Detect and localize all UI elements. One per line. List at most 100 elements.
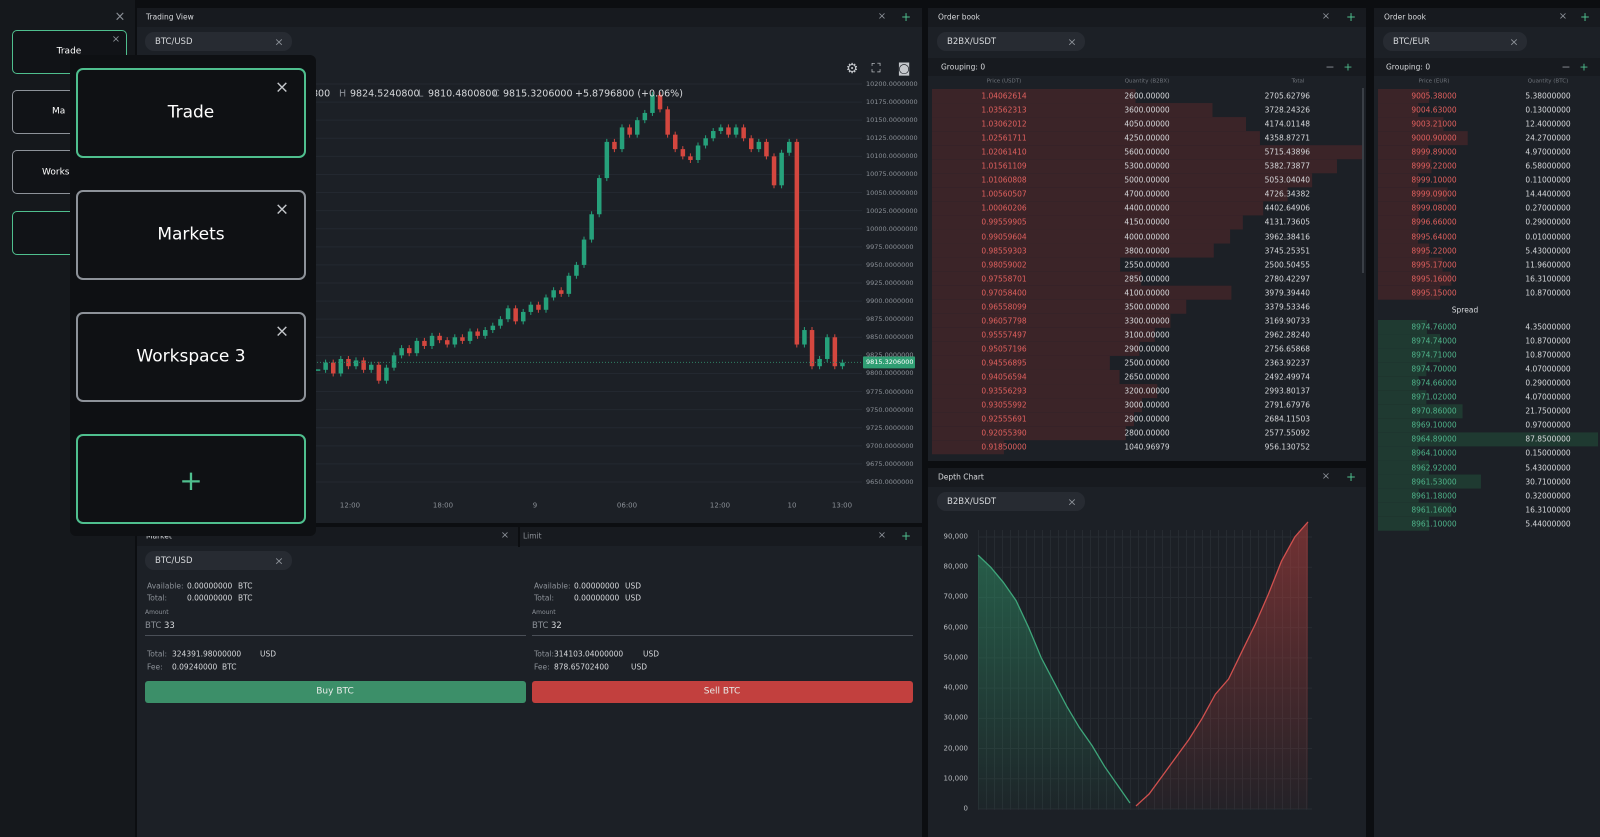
tab-label: BTC/EUR (1393, 36, 1430, 47)
add-icon[interactable]: + (179, 464, 203, 497)
panel-close[interactable]: × (877, 530, 887, 541)
workspace-close[interactable]: × (274, 199, 290, 220)
ask-total: 5053.04040 (1264, 175, 1310, 185)
bid-quantity: 5.43000000 (1525, 462, 1571, 472)
ask-quantity: 5300.00000 (1124, 161, 1170, 171)
y-tick-label: 70,000 (943, 592, 969, 601)
candle (353, 360, 359, 367)
workspace-card[interactable]: Markets × (76, 190, 306, 280)
ask-total: 3169.90733 (1264, 316, 1310, 326)
candle (467, 331, 473, 341)
depth-bar (1378, 334, 1441, 349)
ask-quantity: 2600.00000 (1124, 91, 1170, 101)
tab-label: BTC/USD (155, 36, 193, 47)
candle (840, 362, 845, 367)
workspace-card[interactable]: Trade × (76, 68, 306, 158)
depth-bar (932, 285, 1232, 300)
grouping-minus[interactable]: − (1325, 60, 1335, 74)
ask-price: 0.99559905 (981, 217, 1027, 227)
ask-total: 3979.39440 (1264, 287, 1310, 297)
tab-close[interactable]: × (1509, 35, 1519, 48)
snapshot-icon[interactable]: ◙ (897, 61, 911, 77)
depth-bar (932, 131, 1260, 146)
tab[interactable] (1383, 32, 1527, 51)
panel-add[interactable]: + (900, 10, 912, 24)
ask-price: 8999.22000 (1411, 161, 1457, 171)
label: Amount (532, 609, 556, 616)
tab[interactable] (937, 492, 1085, 511)
tab[interactable] (937, 32, 1085, 51)
depth-bar (932, 173, 1313, 188)
y-tick-label: 9975.0000000 (866, 242, 914, 251)
bids-line (977, 554, 1131, 804)
depth-bar (932, 313, 1171, 328)
tab[interactable] (145, 551, 292, 570)
panel-close[interactable]: × (1321, 11, 1331, 22)
candle (825, 337, 830, 359)
candle (756, 141, 762, 150)
candle (323, 362, 328, 370)
grouping-plus[interactable]: + (1343, 60, 1353, 74)
ask-total: 5715.43896 (1264, 147, 1310, 157)
ask-quantity: 2800.00000 (1124, 428, 1170, 438)
depth-bar (1378, 159, 1432, 174)
panel-close[interactable]: × (500, 530, 510, 541)
depth-bar (1378, 390, 1427, 405)
spread-label: Spread (1451, 305, 1479, 315)
grouping-minus[interactable]: − (1561, 60, 1571, 74)
sell-button-label[interactable]: Sell BTC (703, 686, 741, 697)
tab[interactable] (145, 32, 292, 51)
candle (604, 141, 610, 179)
workspace-close[interactable]: × (111, 34, 121, 45)
tab-close[interactable]: × (1067, 495, 1077, 508)
buy-button[interactable] (145, 681, 526, 703)
panel-close[interactable]: × (1321, 471, 1331, 482)
tab-close[interactable]: × (274, 35, 284, 48)
workspace-card[interactable]: Workspace 3 × (76, 312, 306, 402)
panel-add[interactable]: + (1345, 470, 1357, 484)
depth-bar (932, 341, 1140, 356)
ask-quantity: 4.97000000 (1525, 147, 1571, 157)
depth-bar (1378, 446, 1419, 461)
grouping-plus[interactable]: + (1579, 60, 1589, 74)
settings-icon[interactable]: ⚙ (845, 61, 859, 77)
panel-close[interactable]: × (1558, 11, 1568, 22)
bid-price: 8974.74000 (1411, 336, 1457, 346)
fullscreen-icon[interactable]: ⛶ (871, 61, 881, 77)
candle (733, 127, 739, 135)
tab-divider (518, 527, 520, 547)
ask-price: 1.03062012 (981, 119, 1027, 129)
candle (505, 308, 511, 320)
panel-close[interactable]: × (877, 11, 887, 22)
label: 324391.98000000 (172, 649, 242, 659)
ask-price: 8996.66000 (1411, 217, 1457, 227)
ask-total: 4174.01148 (1264, 119, 1310, 129)
panel-add[interactable]: + (1345, 10, 1357, 24)
last-price-tag (863, 356, 915, 369)
ask-price: 1.01561109 (981, 161, 1027, 171)
buy-button-label[interactable]: Buy BTC (316, 686, 354, 697)
y-tick-label: 10200.0000000 (866, 79, 918, 88)
label: 32 (551, 620, 562, 631)
y-tick-label: 10100.0000000 (866, 152, 918, 161)
panel-add[interactable]: + (900, 529, 912, 543)
depth-bar (932, 117, 1247, 132)
depth-bar (932, 229, 1231, 244)
depth-bar (1378, 362, 1427, 377)
panel-add[interactable]: + (1579, 10, 1591, 24)
workspace-add[interactable]: + (76, 434, 306, 524)
bid-quantity: 87.8500000 (1525, 434, 1571, 444)
depth-bar (1378, 320, 1427, 334)
panel-title: Order book (938, 12, 980, 22)
ask-price: 8999.08000 (1411, 203, 1457, 213)
tab-close[interactable]: × (274, 554, 284, 567)
workspace-close[interactable]: × (274, 77, 290, 98)
sidebar-close[interactable]: × (114, 9, 126, 25)
candle (794, 141, 800, 345)
ask-price: 0.94056594 (981, 372, 1027, 382)
bid-quantity: 4.07000000 (1525, 364, 1571, 374)
candle (437, 335, 442, 341)
workspace-close[interactable]: × (274, 321, 290, 342)
tab-close[interactable]: × (1067, 35, 1077, 48)
sell-button[interactable] (532, 681, 913, 703)
